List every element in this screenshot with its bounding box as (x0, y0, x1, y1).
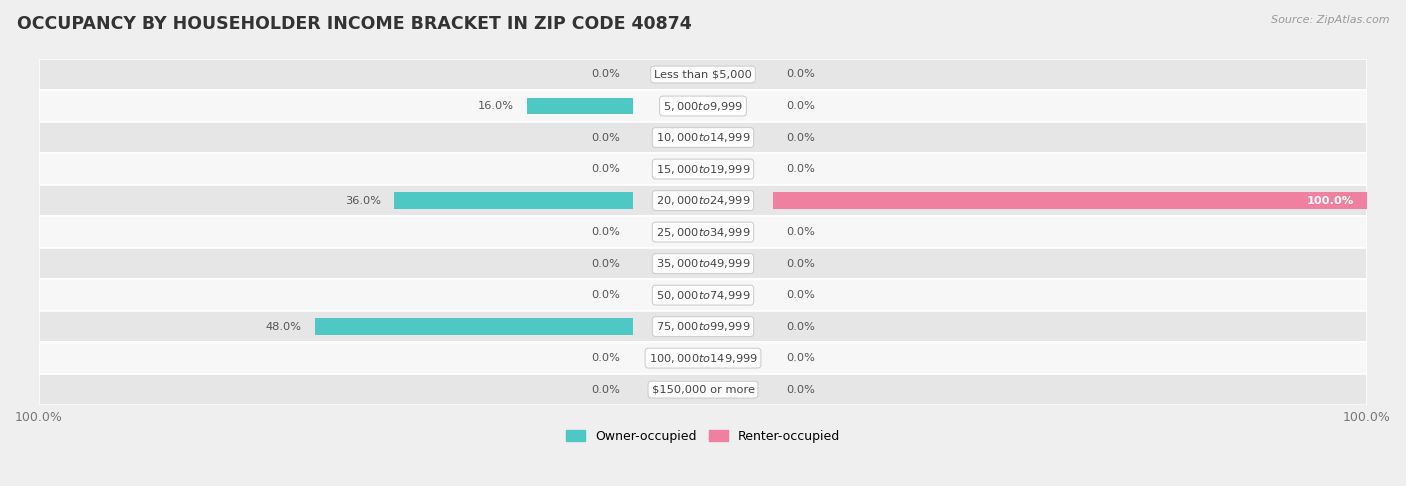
Text: 0.0%: 0.0% (786, 384, 815, 395)
Text: $150,000 or more: $150,000 or more (651, 384, 755, 395)
Text: 0.0%: 0.0% (786, 133, 815, 142)
Bar (39, 216, 1367, 248)
Text: OCCUPANCY BY HOUSEHOLDER INCOME BRACKET IN ZIP CODE 40874: OCCUPANCY BY HOUSEHOLDER INCOME BRACKET … (17, 15, 692, 33)
Text: $20,000 to $24,999: $20,000 to $24,999 (655, 194, 751, 207)
Bar (39, 153, 1367, 185)
Text: 0.0%: 0.0% (591, 384, 620, 395)
Text: $10,000 to $14,999: $10,000 to $14,999 (655, 131, 751, 144)
Bar (394, 192, 633, 209)
Text: 48.0%: 48.0% (266, 322, 301, 331)
Text: $15,000 to $19,999: $15,000 to $19,999 (655, 162, 751, 175)
Text: 0.0%: 0.0% (591, 133, 620, 142)
Text: Source: ZipAtlas.com: Source: ZipAtlas.com (1271, 15, 1389, 25)
Bar (39, 248, 1367, 279)
Text: $35,000 to $49,999: $35,000 to $49,999 (655, 257, 751, 270)
Text: $75,000 to $99,999: $75,000 to $99,999 (655, 320, 751, 333)
Bar (39, 342, 1367, 374)
Text: 0.0%: 0.0% (591, 227, 620, 237)
Text: 0.0%: 0.0% (786, 353, 815, 363)
Text: 0.0%: 0.0% (786, 101, 815, 111)
Bar (39, 122, 1367, 153)
Text: 36.0%: 36.0% (344, 195, 381, 206)
Text: 0.0%: 0.0% (591, 164, 620, 174)
Text: 0.0%: 0.0% (786, 164, 815, 174)
Text: $50,000 to $74,999: $50,000 to $74,999 (655, 289, 751, 302)
Text: 0.0%: 0.0% (786, 322, 815, 331)
Legend: Owner-occupied, Renter-occupied: Owner-occupied, Renter-occupied (561, 425, 845, 448)
Text: $25,000 to $34,999: $25,000 to $34,999 (655, 226, 751, 239)
Text: $5,000 to $9,999: $5,000 to $9,999 (664, 100, 742, 113)
Bar (527, 98, 633, 114)
Text: 0.0%: 0.0% (786, 259, 815, 269)
Bar (39, 59, 1367, 90)
Text: 0.0%: 0.0% (786, 227, 815, 237)
Text: 16.0%: 16.0% (478, 101, 513, 111)
Text: Less than $5,000: Less than $5,000 (654, 69, 752, 80)
Bar (39, 90, 1367, 122)
Text: 100.0%: 100.0% (1306, 195, 1354, 206)
Bar (315, 318, 633, 335)
Text: 0.0%: 0.0% (786, 290, 815, 300)
Text: 0.0%: 0.0% (591, 69, 620, 80)
Bar (39, 185, 1367, 216)
Bar (39, 311, 1367, 342)
Text: 0.0%: 0.0% (786, 69, 815, 80)
Bar (773, 192, 1406, 209)
Bar (39, 279, 1367, 311)
Text: 0.0%: 0.0% (591, 259, 620, 269)
Text: $100,000 to $149,999: $100,000 to $149,999 (648, 352, 758, 364)
Text: 0.0%: 0.0% (591, 353, 620, 363)
Text: 0.0%: 0.0% (591, 290, 620, 300)
Bar (39, 374, 1367, 405)
